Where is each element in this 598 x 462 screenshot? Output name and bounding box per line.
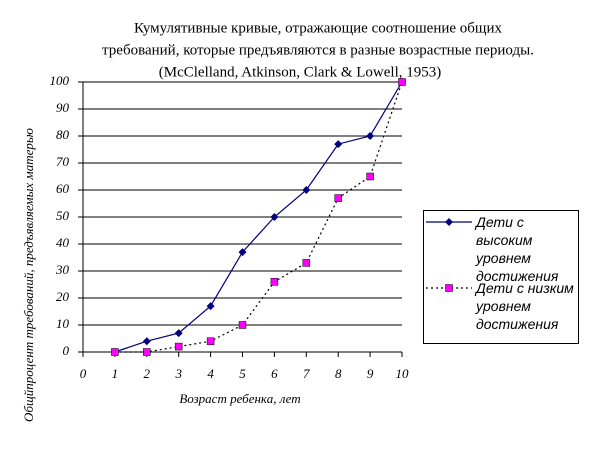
y-tick-label: 30 (55, 262, 70, 277)
y-tick-label: 10 (56, 316, 70, 331)
y-tick-label: 50 (56, 208, 70, 223)
legend-item: Дети с высоким уровнем достижения (424, 211, 580, 284)
legend-swatch (426, 218, 472, 226)
legend-marker (445, 284, 453, 292)
chart-title: (McClelland, Atkinson, Clark & Lowell, 1… (159, 64, 441, 80)
y-tick-label: 40 (56, 235, 70, 250)
y-axis-label: Общйпроцент требований, предъявляемых ма… (21, 128, 36, 422)
legend-swatch (426, 284, 472, 292)
legend-item: Дети с низким уровнем достижения (424, 277, 580, 347)
y-tick-label: 80 (56, 127, 70, 142)
data-point (111, 348, 119, 356)
x-tick-label: 8 (335, 366, 342, 381)
data-point (174, 329, 183, 338)
data-point (398, 78, 406, 86)
x-tick-label: 6 (271, 366, 278, 381)
data-point (142, 337, 151, 346)
x-tick-label: 2 (144, 366, 151, 381)
data-point (366, 132, 375, 140)
chart-title: Кумулятивные кривые, отражающие соотноше… (134, 20, 503, 36)
y-tick-label: 20 (56, 289, 70, 304)
data-point (302, 259, 311, 267)
x-tick-label: 1 (112, 366, 119, 381)
data-point (302, 186, 311, 194)
legend-marker (445, 218, 453, 226)
data-point (143, 348, 151, 356)
y-tick-label: 0 (63, 343, 70, 358)
x-tick-label: 3 (174, 366, 182, 381)
data-point (270, 213, 279, 221)
data-point (270, 278, 279, 286)
x-tick-label: 7 (303, 366, 310, 381)
data-point (174, 342, 183, 351)
series-line (114, 81, 403, 353)
data-point (238, 321, 247, 329)
y-tick-label: 100 (50, 73, 70, 88)
data-point (334, 140, 343, 149)
x-tick-label: 9 (367, 366, 374, 381)
x-tick-label: 4 (207, 366, 214, 381)
y-tick-label: 70 (56, 154, 70, 169)
data-point (366, 172, 374, 181)
data-point (206, 302, 215, 311)
data-point (206, 337, 215, 345)
x-axis-label: Возраст ребенка, лет (179, 391, 300, 406)
x-tick-label: 5 (239, 366, 246, 381)
x-tick-label: 0 (80, 366, 87, 381)
x-tick-label: 10 (396, 366, 410, 381)
y-tick-label: 90 (56, 100, 70, 115)
data-point (238, 248, 247, 257)
legend: Дети с высоким уровнем достижения Дети с … (423, 210, 579, 344)
legend-label: Дети с низким уровнем достижения (476, 280, 574, 332)
y-tick-label: 60 (56, 181, 70, 196)
chart-title: требований, которые предъявляются в разн… (102, 42, 534, 58)
legend-label: Дети с высоким уровнем достижения (476, 214, 559, 284)
data-point (334, 194, 342, 202)
